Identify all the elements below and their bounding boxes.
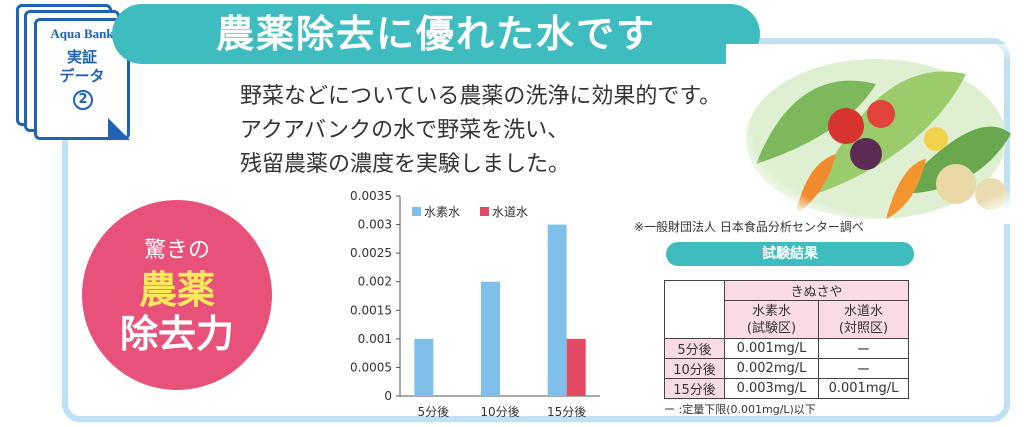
bar [481,281,500,396]
badge-title: 実証 データ [59,48,105,85]
y-tick-label: 0.0015 [350,303,392,317]
legend-label: 水道水 [492,205,528,219]
source-note: ※一般財団法人 日本食品分析センター調べ [634,220,864,234]
bar-series [414,224,586,396]
badge-number: 2 [73,90,93,110]
chart-legend: 水素水 水道水 [412,205,528,219]
x-tick-label: 15分後 [547,405,586,419]
pesticide-bar-chart: 0 0.0005 0.001 0.0015 0.002 0.0025 0.003 0.0035… [350,189,600,419]
table-row: 15分後 0.003mg/L 0.001mg/L [664,378,909,399]
y-tick-label: 0.0035 [350,189,392,203]
y-tick-label: 0.0005 [350,360,392,374]
y-tick-label: 0.001 [358,332,392,346]
data-badge: Aqua Bank 実証 データ 2 [16,4,136,144]
circle-caption: 驚きの [143,238,210,263]
x-tick-label: 5分後 [418,405,450,419]
legend-label: 水素水 [424,205,460,219]
removal-power-badge: 驚きの 農薬 除去力 [82,200,272,390]
bar [414,338,434,396]
y-tick-label: 0.0025 [350,246,392,260]
y-tick-label: 0.002 [358,275,392,289]
header-hydrogen-water: 水素水 (試験区) [724,300,819,339]
circle-headline-2: 除去力 [119,312,234,356]
legend-swatch [412,207,421,216]
circle-headline-1: 農薬 [138,268,215,312]
y-axis-ticks: 0 0.0005 0.001 0.0015 0.002 0.0025 0.003 0.0035 [350,189,400,403]
bar [547,224,567,396]
y-tick-label: 0 [384,389,392,403]
vegetables-illustration [726,44,1016,224]
y-tick-label: 0.003 [358,218,392,232]
table-row: 10分後 0.002mg/L ー [664,358,909,379]
intro-text: 野菜などについている農薬の洗浄に効果的です。 アクアバンクの水で野菜を洗い、 残… [240,84,722,177]
table-row: 5分後 0.001mg/L ー [664,338,909,359]
table-footnote: ー :定量下限(0.001mg/L)以下 [664,403,816,416]
results-title: 試験結果 [666,242,914,266]
legend-swatch [480,207,489,216]
bar [566,338,586,396]
results-table: きぬさや 水素水 (試験区) 水道水 (対照区) 5分後 0.001mg/L ー… [664,280,909,399]
header-tap-water: 水道水 (対照区) [818,300,909,339]
x-tick-label: 10分後 [480,405,519,419]
x-axis-labels: 5分後 10分後 15分後 [418,405,587,419]
aqua-bank-logo: Aqua Bank [50,26,114,41]
sample-name: きぬさや [724,280,909,301]
headline-banner: 農薬除去に優れた水です [112,4,760,64]
